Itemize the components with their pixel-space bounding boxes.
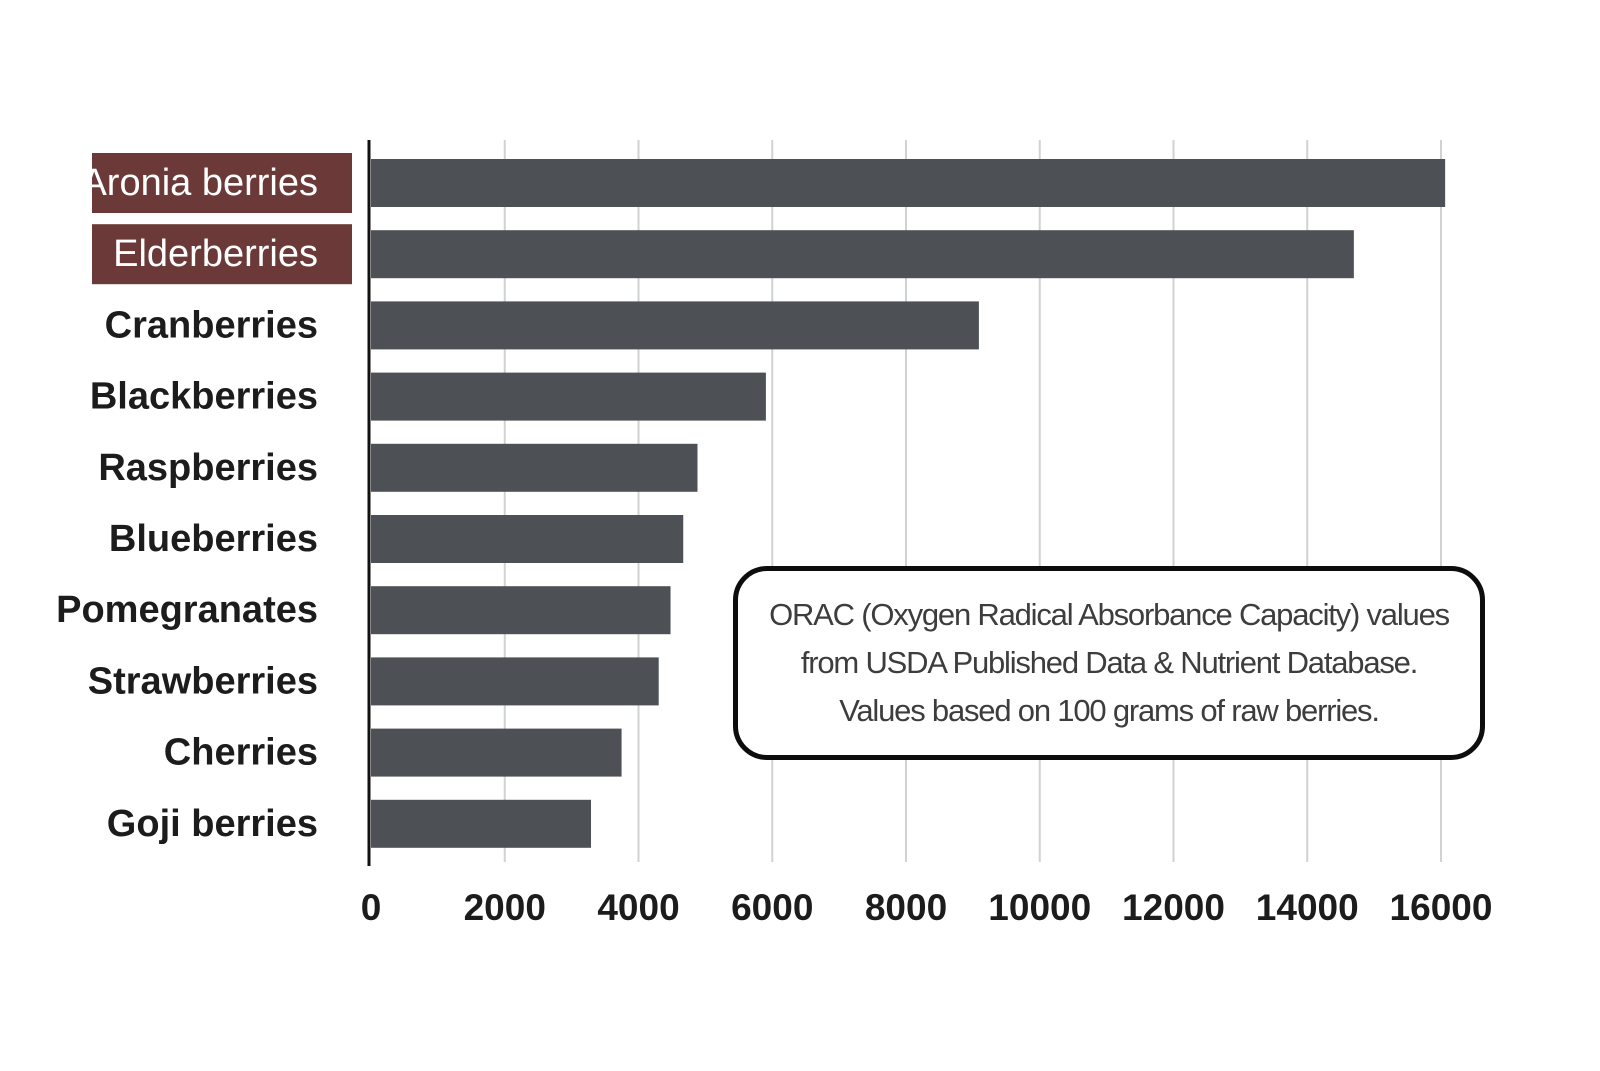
- category-label: Goji berries: [107, 803, 318, 845]
- x-tick-label: 14000: [1256, 887, 1359, 928]
- x-tick-label: 8000: [865, 887, 947, 928]
- bar: [371, 728, 622, 777]
- category-label: Raspberries: [98, 447, 318, 489]
- bar: [371, 372, 766, 421]
- bar: [371, 159, 1446, 207]
- category-labels: Aronia berries Elderberries Cranberries Bla…: [56, 153, 352, 845]
- bar: [371, 443, 698, 492]
- bar: [371, 586, 671, 635]
- bar: [371, 301, 979, 350]
- x-tick-label: 12000: [1122, 887, 1225, 928]
- category-label: Blackberries: [90, 376, 318, 418]
- x-axis-ticks: 0 2000 4000 6000 8000 10000 12000 14000 16000: [361, 887, 1493, 928]
- highlight-label-background: [92, 153, 352, 213]
- x-tick-label: 10000: [988, 887, 1091, 928]
- category-label: Aronia berries: [81, 162, 318, 204]
- x-tick-label: 0: [361, 887, 382, 928]
- x-tick-label: 2000: [464, 887, 546, 928]
- category-label: Cherries: [164, 732, 318, 774]
- category-label: Cranberries: [105, 304, 318, 346]
- annotation-line: Values based on 100 grams of raw berries…: [839, 693, 1380, 728]
- bar: [371, 799, 592, 848]
- annotation-line: from USDA Published Data & Nutrient Data…: [800, 645, 1418, 680]
- annotation-box: ORAC (Oxygen Radical Absorbance Capacity…: [733, 566, 1485, 760]
- bar: [371, 515, 684, 563]
- annotation-line: ORAC (Oxygen Radical Absorbance Capacity…: [769, 597, 1450, 632]
- highlight-label-background: [92, 224, 352, 285]
- category-label: Strawberries: [88, 660, 318, 702]
- bars: [371, 159, 1446, 848]
- x-tick-label: 4000: [597, 887, 679, 928]
- category-label: Blueberries: [109, 518, 318, 560]
- category-label: Elderberries: [113, 233, 318, 275]
- category-label: Pomegranates: [56, 589, 318, 631]
- x-tick-label: 16000: [1390, 887, 1493, 928]
- x-tick-label: 6000: [731, 887, 813, 928]
- bar: [371, 657, 659, 706]
- bar: [371, 230, 1354, 279]
